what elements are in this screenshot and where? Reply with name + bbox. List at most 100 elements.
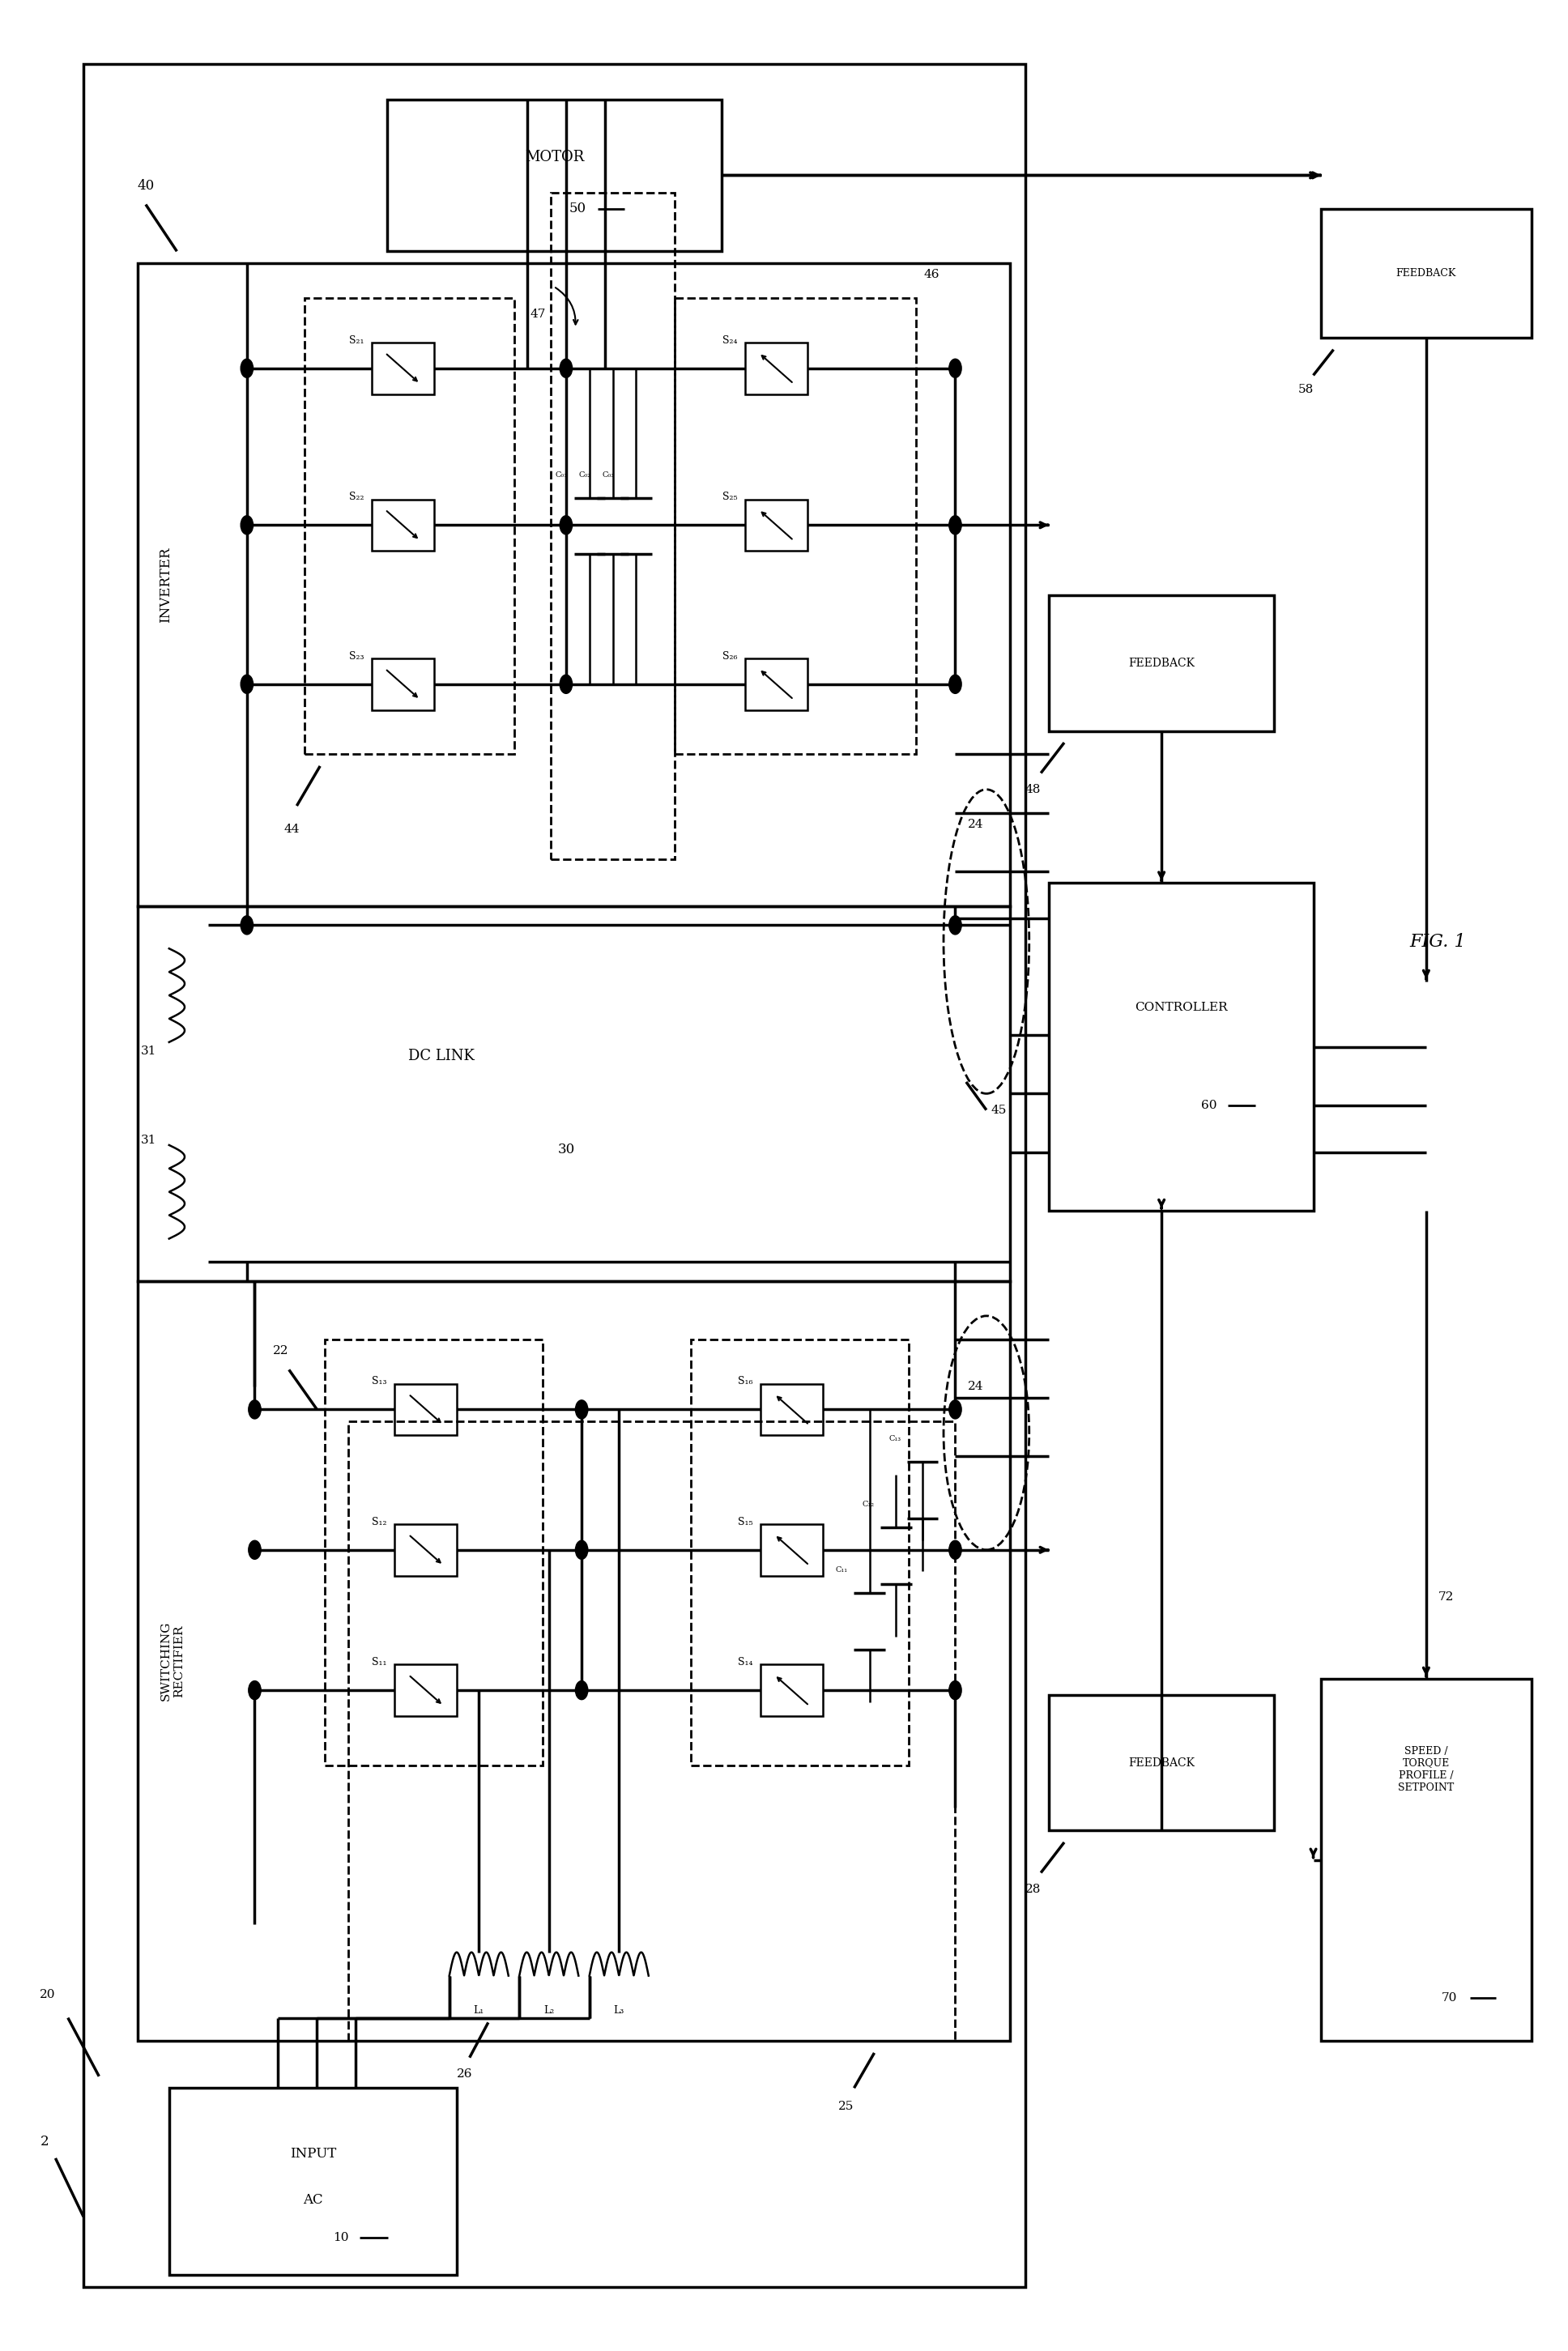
Text: 58: 58	[1298, 383, 1314, 395]
Text: S₁₂: S₁₂	[372, 1516, 387, 1528]
Bar	[676, 299, 916, 755]
Text: 72: 72	[1438, 1592, 1454, 1603]
Text: 48: 48	[1025, 783, 1041, 795]
Bar	[745, 498, 808, 550]
Bar	[690, 1340, 908, 1766]
Circle shape	[248, 1401, 260, 1420]
Text: S₁₃: S₁₃	[372, 1375, 387, 1387]
Circle shape	[241, 917, 252, 933]
Text: 70: 70	[1441, 1991, 1457, 2003]
Text: 24: 24	[967, 818, 983, 830]
Circle shape	[949, 360, 961, 379]
Text: S₁₅: S₁₅	[739, 1516, 753, 1528]
Text: SWITCHING
RECTIFIER: SWITCHING RECTIFIER	[160, 1622, 185, 1700]
Circle shape	[241, 360, 252, 379]
Circle shape	[949, 917, 961, 933]
Bar	[395, 1665, 458, 1716]
Text: SPEED /
TORQUE
PROFILE /
SETPOINT: SPEED / TORQUE PROFILE / SETPOINT	[1399, 1747, 1454, 1794]
Bar	[387, 99, 721, 252]
Text: INVERTER: INVERTER	[158, 548, 172, 623]
Text: 31: 31	[141, 1136, 157, 1145]
Bar	[138, 1281, 1010, 2041]
Bar	[1322, 1679, 1532, 2041]
Bar	[304, 299, 514, 755]
Text: DC LINK: DC LINK	[408, 1049, 475, 1063]
Bar	[372, 498, 434, 550]
Text: AC: AC	[303, 2193, 323, 2208]
Text: 45: 45	[991, 1105, 1007, 1117]
Text: S₂₂: S₂₂	[348, 491, 364, 503]
Text: L₁: L₁	[474, 2005, 485, 2017]
Bar	[1322, 209, 1532, 339]
Bar	[1049, 595, 1275, 731]
Text: 20: 20	[39, 1989, 55, 2001]
Bar	[348, 1420, 955, 2041]
Text: C₁₁: C₁₁	[836, 1566, 848, 1573]
Text: 26: 26	[456, 2069, 474, 2081]
Text: S₂₆: S₂₆	[723, 651, 737, 661]
Circle shape	[575, 1540, 588, 1559]
Circle shape	[560, 360, 572, 379]
Text: C₀₃: C₀₃	[602, 470, 615, 477]
Bar	[760, 1385, 823, 1434]
Text: 25: 25	[839, 2102, 855, 2114]
Text: FEEDBACK: FEEDBACK	[1396, 268, 1457, 280]
Text: 50: 50	[569, 202, 586, 216]
Text: C₁₃: C₁₃	[889, 1434, 900, 1444]
Text: S₂₄: S₂₄	[723, 334, 737, 346]
Circle shape	[949, 1540, 961, 1559]
Text: 46: 46	[924, 268, 939, 280]
Text: S₂₁: S₂₁	[348, 334, 364, 346]
Bar	[138, 263, 1010, 907]
Bar	[1049, 884, 1314, 1211]
Text: MOTOR: MOTOR	[525, 150, 583, 165]
Text: S₁₄: S₁₄	[739, 1657, 753, 1667]
Text: C₀₂: C₀₂	[579, 470, 591, 477]
Text: 2: 2	[41, 2135, 49, 2149]
Text: 30: 30	[558, 1143, 574, 1157]
Text: L₃: L₃	[613, 2005, 624, 2017]
Circle shape	[949, 515, 961, 534]
Bar	[83, 63, 1025, 2288]
Text: C₁₂: C₁₂	[862, 1500, 875, 1507]
Circle shape	[949, 1681, 961, 1700]
Bar	[745, 343, 808, 395]
Circle shape	[241, 675, 252, 694]
Text: S₁₆: S₁₆	[739, 1375, 753, 1387]
Text: 60: 60	[1201, 1100, 1217, 1112]
Text: 10: 10	[334, 2231, 350, 2243]
Text: FEEDBACK: FEEDBACK	[1129, 1756, 1195, 1768]
Bar	[138, 907, 1010, 1281]
Circle shape	[248, 1681, 260, 1700]
Bar	[760, 1665, 823, 1716]
Text: INPUT: INPUT	[290, 2146, 336, 2161]
Text: CONTROLLER: CONTROLLER	[1135, 1002, 1228, 1013]
Text: 44: 44	[284, 823, 299, 835]
Text: C₀₁: C₀₁	[555, 470, 568, 477]
Text: 22: 22	[273, 1345, 289, 1357]
Bar	[745, 658, 808, 710]
Circle shape	[949, 1401, 961, 1420]
Text: FEEDBACK: FEEDBACK	[1129, 658, 1195, 668]
Text: 31: 31	[141, 1046, 157, 1058]
Circle shape	[575, 1681, 588, 1700]
Circle shape	[560, 675, 572, 694]
Bar	[372, 658, 434, 710]
Text: S₁₁: S₁₁	[372, 1657, 387, 1667]
Bar	[169, 2088, 458, 2276]
Circle shape	[241, 515, 252, 534]
Circle shape	[949, 675, 961, 694]
Text: S₂₅: S₂₅	[723, 491, 737, 503]
Bar	[325, 1340, 543, 1766]
Bar	[550, 193, 676, 860]
Circle shape	[575, 1401, 588, 1420]
Bar	[395, 1385, 458, 1434]
Bar	[372, 343, 434, 395]
Text: S₂₃: S₂₃	[348, 651, 364, 661]
Bar	[760, 1523, 823, 1575]
Text: FIG. 1: FIG. 1	[1410, 933, 1466, 950]
Circle shape	[560, 515, 572, 534]
Bar	[1049, 1695, 1275, 1831]
Circle shape	[248, 1540, 260, 1559]
Text: 47: 47	[530, 308, 546, 320]
